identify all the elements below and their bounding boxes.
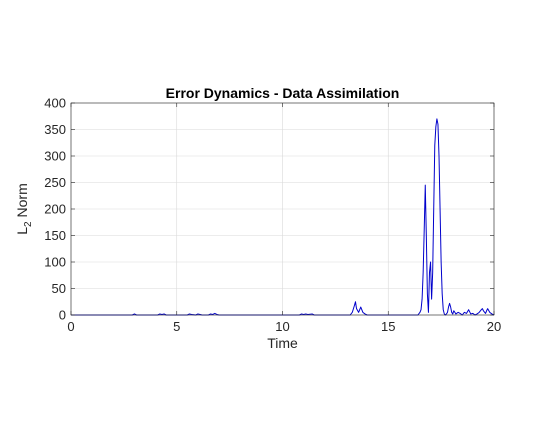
y-tick-label: 400 [44, 96, 66, 111]
x-tick-label: 20 [487, 319, 501, 334]
y-tick-label: 300 [44, 149, 66, 164]
chart-title: Error Dynamics - Data Assimilation [166, 85, 400, 101]
x-tick-label: 5 [173, 319, 180, 334]
y-tick-label: 150 [44, 228, 66, 243]
y-tick-label: 0 [59, 308, 66, 323]
y-tick-label: 350 [44, 122, 66, 137]
y-axis-label: L2 Norm [14, 183, 34, 234]
y-tick-label: 50 [52, 281, 66, 296]
x-tick-label: 10 [275, 319, 289, 334]
x-tick-label: 0 [67, 319, 74, 334]
y-tick-label: 200 [44, 202, 66, 217]
x-axis-label: Time [267, 335, 298, 351]
y-axis-label-main: L [14, 227, 30, 235]
y-axis-label-suffix: Norm [14, 183, 30, 221]
y-tick-label: 100 [44, 255, 66, 270]
axis-ticks [70, 102, 495, 316]
y-tick-label: 250 [44, 175, 66, 190]
x-tick-label: 15 [381, 319, 395, 334]
y-axis-label-subscript: 2 [23, 221, 34, 227]
